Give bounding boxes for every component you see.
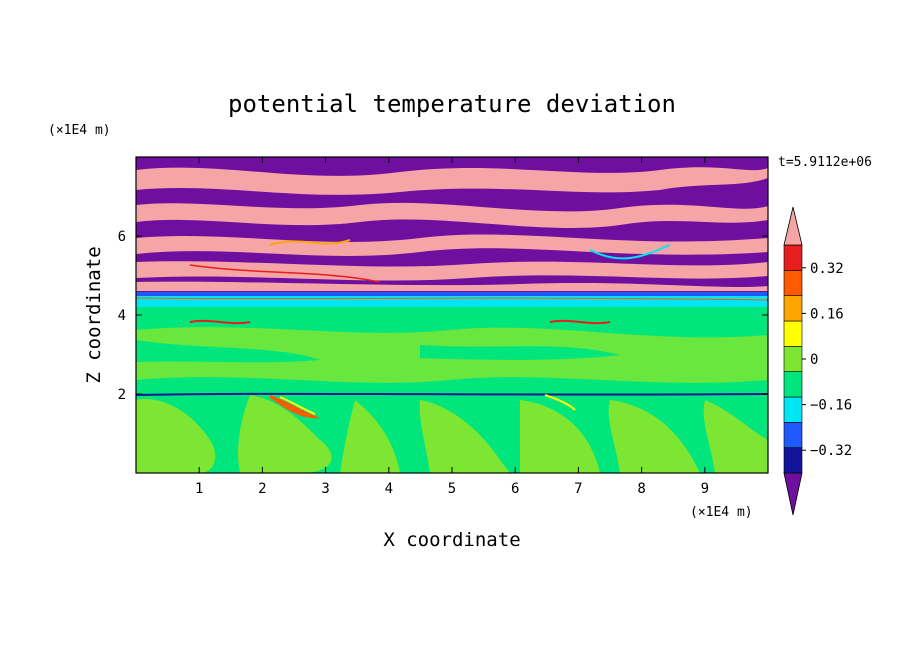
x-tick-label: 9 [701,481,709,497]
colorbar-label: −0.16 [810,398,852,414]
plume-1 [136,399,216,473]
warm-anomaly-3 [544,394,576,411]
edge-6 [549,319,611,325]
colorbar-band [783,346,803,372]
warm-anomaly-1 [270,395,320,419]
colorbar-label: 0.32 [810,261,844,277]
colorbar-label: 0 [810,352,818,368]
x-unit-label: (×1E4 m) [690,505,753,520]
time-label: t=5.9112e+06 [778,155,872,170]
x-tick-label: 8 [637,481,645,497]
colorbar-band [783,371,803,398]
colorbar-band [783,320,803,347]
edge-4 [136,297,768,301]
pink-stripe-1 [136,167,768,195]
x-axis-label: X coordinate [383,529,520,551]
y-unit-label: (×1E4 m) [48,123,111,138]
pink-stripe-4 [136,261,768,281]
colorbar-band [783,422,803,448]
plume-6 [608,400,700,473]
pink-stripe-3 [136,234,768,256]
x-tick-label: 1 [195,481,203,497]
colorbar-label: −0.32 [810,443,852,459]
blue-band [136,290,768,296]
colorbar-band [783,270,803,296]
colorbar-extend-top [783,206,803,246]
plume-4 [419,400,510,473]
x-tick-label: 3 [321,481,329,497]
warm-anomaly-2 [279,396,316,415]
mid-layer-green-2 [420,345,620,360]
y-tick-label: 2 [118,387,126,403]
colorbar-band [783,295,803,322]
plume-2 [238,395,332,473]
colorbar-band [783,244,803,271]
x-tick-label: 4 [385,481,393,497]
x-tick-label: 5 [448,481,456,497]
colorbar-extend-bottom [783,472,803,516]
y-ticks: 2 4 6 [118,229,768,403]
colorbar: 0.32 0.16 0 −0.16 −0.32 [783,206,852,516]
colorbar-label: 0.16 [810,306,844,322]
plume-3 [340,400,400,473]
colorbar-band [783,396,803,423]
cyan-band [136,295,768,307]
y-tick-label: 4 [118,308,126,324]
x-ticks: 1 2 3 4 5 6 7 8 9 [195,157,709,497]
chart-title: potential temperature deviation [228,90,676,118]
pink-stripe-2 [136,202,768,228]
edge-5 [189,319,251,325]
inversion-line [136,392,768,396]
edge-1 [269,239,351,246]
x-tick-label: 6 [511,481,519,497]
edge-3 [189,264,381,283]
pink-stripe-5 [136,281,768,291]
x-tick-label: 7 [574,481,582,497]
y-axis-label: Z coordinate [83,246,105,383]
edge-2 [589,244,671,260]
y-tick-label: 6 [118,229,126,245]
heatmap-field [136,157,768,473]
colorbar-band [783,447,803,474]
x-tick-label: 2 [258,481,266,497]
plume-7 [703,400,768,473]
mid-layer-green-1 [136,340,320,363]
plume-5 [520,400,600,473]
